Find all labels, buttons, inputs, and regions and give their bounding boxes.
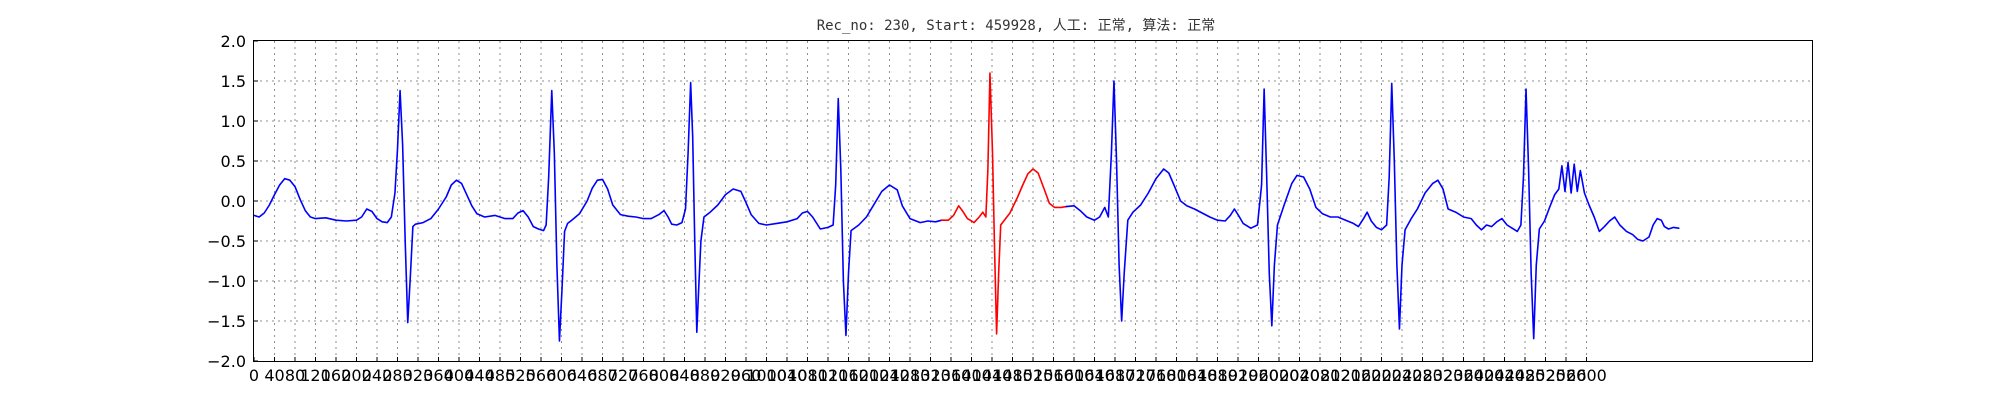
y-tick-label: 0.0 (221, 192, 246, 211)
x-tick-label: 960 (731, 366, 762, 385)
x-tick-label: 240 (362, 366, 393, 385)
x-tick-label: 2520 (1525, 366, 1566, 385)
x-tick-label: 2360 (1443, 366, 1484, 385)
x-tick-label: 560 (526, 366, 557, 385)
x-tick-label: 1800 (1156, 366, 1197, 385)
x-tick-label: 680 (587, 366, 618, 385)
x-tick-label: 1760 (1136, 366, 1177, 385)
x-tick-label: 1600 (1054, 366, 1095, 385)
ecg-series-line-1 (253, 81, 943, 342)
x-tick-label: 160 (321, 366, 352, 385)
x-tick-label: 1840 (1177, 366, 1218, 385)
y-tick-label: −0.5 (207, 232, 246, 251)
x-tick-label: 1320 (910, 366, 951, 385)
x-tick-label: 440 (464, 366, 495, 385)
x-tick-label: 360 (423, 366, 454, 385)
x-tick-label: 2560 (1546, 366, 1587, 385)
x-tick-label: 2200 (1361, 366, 1402, 385)
x-tick-label: 760 (628, 366, 659, 385)
x-tick-label: 80 (285, 366, 305, 385)
x-tick-label: 1040 (767, 366, 808, 385)
x-tick-label: 2320 (1423, 366, 1464, 385)
x-tick-label: 2440 (1484, 366, 1525, 385)
x-tick-label: 1560 (1033, 366, 1074, 385)
x-tick-label: 400 (444, 366, 475, 385)
x-tick-label: 320 (403, 366, 434, 385)
x-tick-label: 1360 (931, 366, 972, 385)
x-tick-label: 200 (341, 366, 372, 385)
x-tick-label: 800 (649, 366, 680, 385)
x-tick-label: 2480 (1505, 366, 1546, 385)
x-tick-label: 1880 (1197, 366, 1238, 385)
x-tick-label: 280 (382, 366, 413, 385)
x-tick-label: 1480 (992, 366, 1033, 385)
y-tick-label: −1.5 (207, 312, 246, 331)
x-tick-label: 1000 (746, 366, 787, 385)
chart-title: Rec_no: 230, Start: 459928, 人工: 正常, 算法: … (817, 18, 1216, 34)
y-tick-label: −1.0 (207, 272, 246, 291)
x-tick-label: 2160 (1341, 366, 1382, 385)
series-group (253, 72, 1680, 342)
x-tick-label: 920 (710, 366, 741, 385)
x-tick-label: 2000 (1259, 366, 1300, 385)
x-tick-label: 2280 (1402, 366, 1443, 385)
x-tick-label: 2120 (1320, 366, 1361, 385)
x-tick-label: 1680 (1095, 366, 1136, 385)
x-tick-label: 1920 (1218, 366, 1259, 385)
y-axis-ticks: −2.0 −1.5 −1.0 −0.5 0.0 0.5 1.0 1.5 2.0 (207, 32, 258, 371)
x-tick-label: 1280 (890, 366, 931, 385)
x-tick-label: 1520 (1013, 366, 1054, 385)
x-tick-label: 1720 (1115, 366, 1156, 385)
x-tick-label: 1440 (972, 366, 1013, 385)
x-tick-label: 2600 (1566, 366, 1607, 385)
x-tick-label: 1400 (951, 366, 992, 385)
x-tick-label: 480 (485, 366, 516, 385)
x-tick-label: 720 (608, 366, 639, 385)
y-tick-label: 0.5 (221, 152, 246, 171)
x-tick-label: 880 (690, 366, 721, 385)
x-tick-label: 640 (567, 366, 598, 385)
x-tick-label: 2040 (1279, 366, 1320, 385)
grid-lines (254, 41, 1812, 361)
x-axis-ticks: 0 40 8012016020024028032036040044048052056… (249, 357, 1607, 385)
x-tick-label: 1240 (869, 366, 910, 385)
ecg-series-line-3 (1065, 80, 1680, 340)
x-tick-label: 2080 (1300, 366, 1341, 385)
x-tick-label: 2240 (1382, 366, 1423, 385)
x-tick-label: 1200 (849, 366, 890, 385)
ecg-series-line-2 (940, 72, 1068, 335)
x-tick-label: 2400 (1464, 366, 1505, 385)
x-tick-label: 840 (669, 366, 700, 385)
y-tick-label: 1.0 (221, 112, 246, 131)
x-tick-label: 1080 (787, 366, 828, 385)
x-tick-label: 600 (546, 366, 577, 385)
x-tick-label: 1640 (1074, 366, 1115, 385)
x-tick-label: 120 (300, 366, 331, 385)
x-tick-label: 1160 (828, 366, 869, 385)
y-tick-label: 1.5 (221, 72, 246, 91)
x-tick-label: 40 (264, 366, 284, 385)
y-tick-label: 2.0 (221, 32, 246, 51)
plot-frame (253, 40, 1813, 362)
x-tick-label: 1960 (1238, 366, 1279, 385)
x-tick-label: 520 (505, 366, 536, 385)
x-tick-label: 0 (249, 366, 259, 385)
y-tick-label: −2.0 (207, 352, 246, 371)
x-tick-label: 1120 (808, 366, 849, 385)
